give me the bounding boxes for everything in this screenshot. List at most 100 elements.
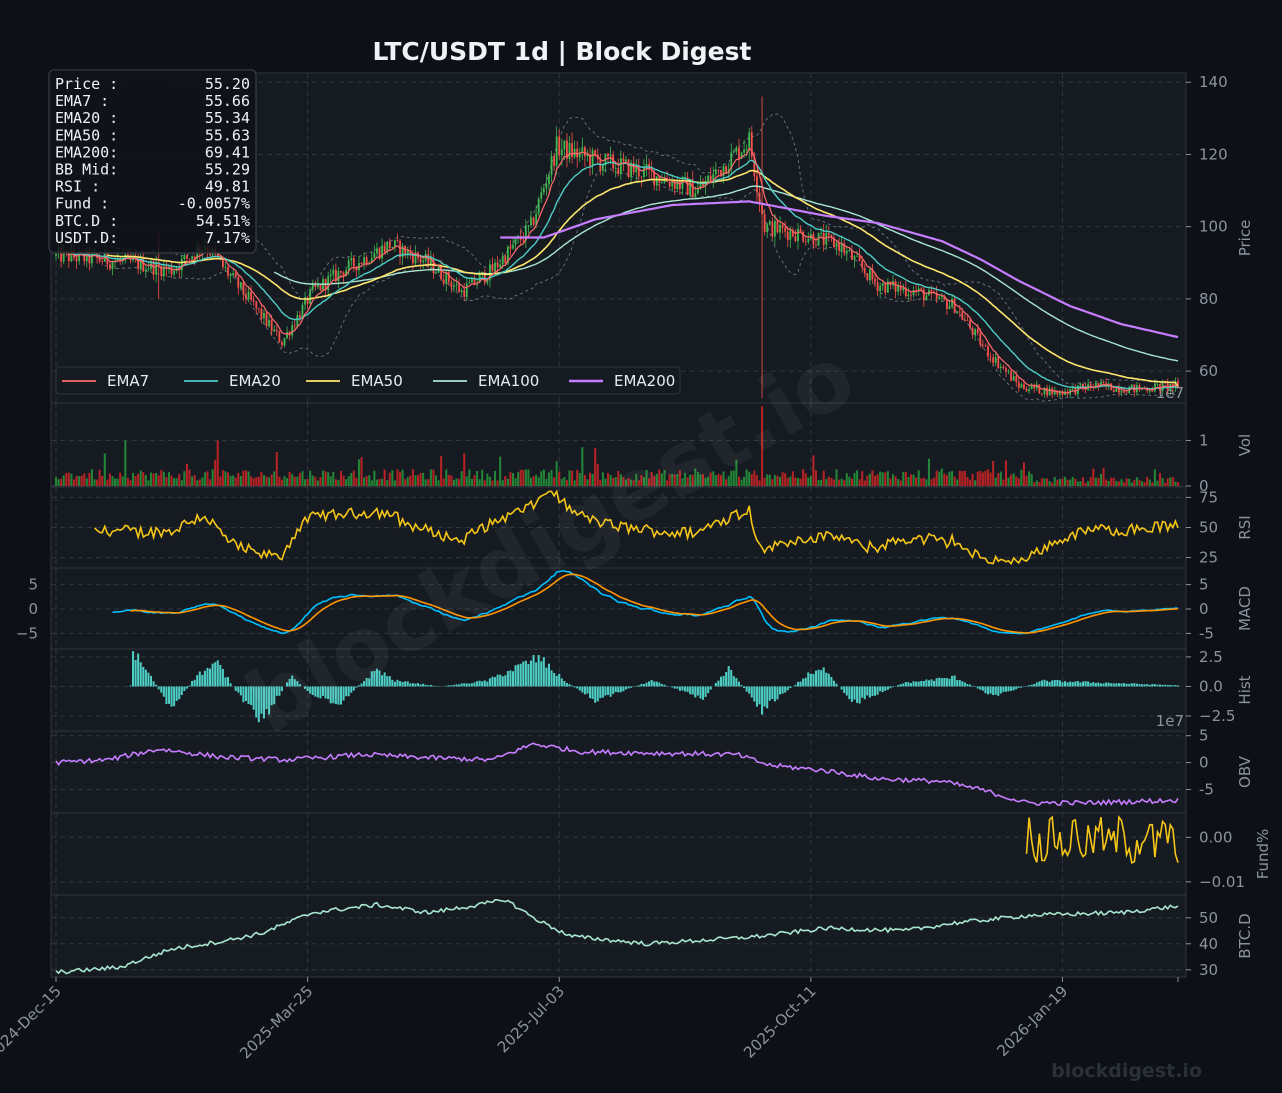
candle-body: [976, 329, 979, 334]
volume-bar: [1074, 478, 1077, 486]
candle-body: [522, 239, 525, 241]
macd-left-tick-label: 0: [28, 600, 38, 618]
candle-body: [894, 281, 897, 292]
hist-bar: [375, 668, 378, 687]
hist-bar: [262, 686, 265, 719]
volume-bar: [134, 476, 137, 486]
candle-body: [635, 165, 638, 173]
volume-bar: [57, 479, 60, 486]
hist-bar: [339, 686, 343, 705]
hist-bar: [653, 681, 656, 687]
hist-bar: [334, 686, 337, 705]
hist-bar: [1125, 683, 1128, 687]
candle-body: [1010, 371, 1013, 381]
candle-body: [779, 224, 781, 233]
volume-bar: [1012, 473, 1015, 486]
hist-bar: [406, 681, 409, 687]
volume-bar: [1146, 477, 1149, 486]
candle-body: [1064, 391, 1066, 395]
volume-bar: [1020, 469, 1023, 486]
hist-bar: [953, 675, 956, 687]
candle-body: [753, 156, 756, 177]
volume-bar: [909, 474, 913, 486]
candle-body: [830, 234, 833, 238]
volume-bar: [771, 479, 774, 486]
candle-body: [360, 262, 363, 265]
candle-body: [735, 147, 738, 152]
candle-body: [1153, 384, 1156, 392]
hist-bar: [488, 678, 491, 687]
volume-bar: [766, 474, 769, 486]
candle-body: [316, 285, 319, 288]
volume-bar: [470, 478, 473, 486]
candle-body: [483, 271, 486, 283]
volume-bar: [912, 474, 915, 486]
hist-bar: [945, 678, 948, 687]
candle-body: [1148, 390, 1151, 392]
hist-bar: [1017, 686, 1020, 688]
hist-bar: [196, 675, 199, 687]
candle-body: [252, 299, 255, 302]
volume-bar: [617, 470, 620, 486]
hist-bar: [850, 686, 853, 702]
candle-body: [791, 230, 794, 237]
volume-bar: [894, 476, 897, 486]
volume-bar: [332, 471, 335, 486]
candle-body: [622, 158, 625, 162]
info-label: Price :: [55, 75, 118, 93]
hist-bar: [691, 686, 694, 695]
volume-bar: [296, 476, 299, 486]
hist-bar: [781, 686, 784, 694]
candle-body: [245, 294, 247, 299]
volume-bar: [273, 471, 276, 486]
hist-bar: [239, 686, 242, 696]
hist-bar: [144, 669, 147, 687]
candle-body: [802, 231, 805, 242]
hist-bar: [491, 676, 494, 687]
hist-bar: [416, 683, 420, 687]
btcd-y-tick-label: 40: [1199, 935, 1218, 953]
candle-body: [748, 132, 751, 150]
volume-bar: [355, 477, 358, 486]
volume-bar: [388, 472, 391, 486]
volume-bar: [201, 477, 204, 486]
candle-body: [763, 214, 766, 232]
volume-bar: [940, 468, 943, 486]
obv-offset-text: 1e7: [1156, 712, 1184, 730]
candle-body: [101, 261, 104, 263]
hist-bar: [363, 681, 366, 687]
hist-bar: [229, 683, 232, 687]
hist-bar: [748, 686, 751, 694]
hist-bar: [298, 684, 301, 687]
volume-bar: [1125, 478, 1128, 486]
volume-bar: [275, 451, 278, 486]
hist-bar: [794, 684, 797, 687]
price-y-tick-label: 80: [1199, 290, 1218, 308]
candle-body: [640, 176, 643, 178]
volume-bar: [986, 469, 990, 486]
volume-bar: [578, 472, 581, 486]
candle-body: [468, 282, 471, 284]
volume-bar: [1048, 480, 1051, 486]
volume-bar: [1169, 477, 1172, 486]
volume-bar: [1066, 479, 1069, 486]
hist-bar: [655, 681, 658, 687]
candle-body: [242, 282, 245, 295]
candle-body: [661, 182, 663, 184]
volume-bar: [1043, 478, 1046, 486]
candle-body: [91, 253, 93, 264]
candle-body: [409, 250, 412, 255]
hist-bar: [427, 685, 430, 687]
hist-bar: [789, 686, 792, 689]
volume-bar: [832, 479, 835, 486]
volume-bar: [725, 479, 728, 486]
hist-bar: [550, 670, 553, 687]
candle-body: [1079, 383, 1082, 386]
hist-bar: [835, 683, 838, 687]
hist-bar: [1112, 683, 1115, 687]
candle-body: [607, 153, 609, 157]
volume-bar: [237, 472, 240, 486]
hist-bar: [735, 678, 738, 687]
volume-bar: [640, 475, 643, 486]
hist-bar: [332, 686, 335, 704]
